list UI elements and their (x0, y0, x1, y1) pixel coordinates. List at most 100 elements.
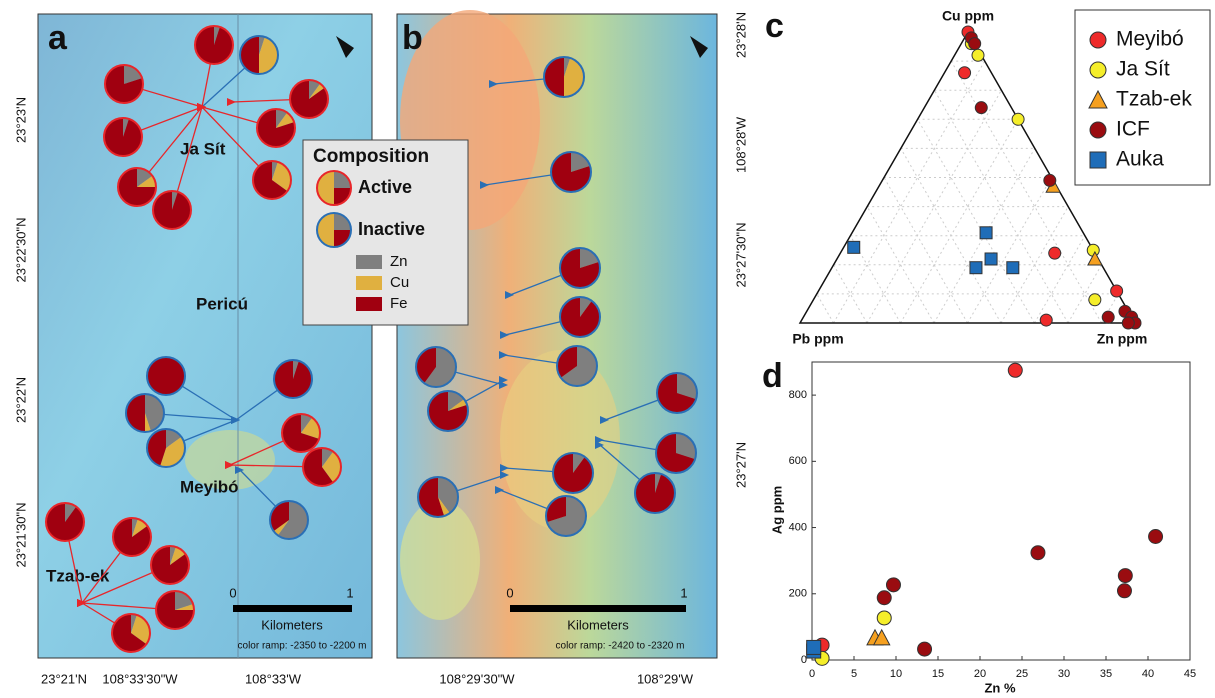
coordinate-label: 23°22'N (13, 377, 28, 423)
marker (980, 227, 992, 239)
scale-end: 1 (346, 585, 353, 600)
marker (1007, 262, 1019, 274)
legend-label: Tzab-ek (1116, 88, 1192, 111)
coordinate-label: 108°33'W (245, 671, 302, 686)
y-tick-label: 400 (789, 521, 807, 533)
marker (1122, 317, 1134, 329)
ternary-grid-line (968, 178, 1052, 324)
ternary-grid-line (901, 119, 1019, 323)
panel-label: c (765, 7, 784, 45)
legend-label: Fe (390, 295, 408, 312)
x-tick-label: 0 (809, 668, 815, 680)
ternary-apex-label: Zn ppm (1097, 331, 1148, 347)
marker (877, 611, 891, 625)
legend-label: Auka (1116, 148, 1164, 171)
scale-bar (233, 605, 352, 612)
coordinate-label: 108°29'30"W (439, 671, 515, 686)
coordinate-label: 108°29'W (637, 671, 694, 686)
x-axis-label: Zn % (984, 680, 1015, 695)
marker (886, 578, 900, 592)
map-legend-inactive: Inactive (358, 219, 425, 239)
coordinate-label: 108°33'30"W (102, 671, 178, 686)
x-tick-label: 20 (974, 668, 986, 680)
marker (1118, 569, 1132, 583)
coordinate-label: 23°23'N (13, 97, 28, 143)
marker (1044, 174, 1056, 186)
legend-label: Meyibó (1116, 28, 1184, 51)
marker (969, 38, 981, 50)
legend-swatch (356, 255, 382, 269)
site-label: Pericú (196, 294, 248, 313)
marker (1111, 285, 1123, 297)
legend-label: Cu (390, 274, 409, 291)
y-tick-label: 800 (789, 389, 807, 401)
color-ramp: color ramp: -2420 to -2320 m (556, 641, 685, 652)
marker (970, 262, 982, 274)
marker (877, 591, 891, 605)
coordinate-label: 23°27'N (733, 442, 748, 488)
y-tick-label: 600 (789, 455, 807, 467)
color-ramp: color ramp: -2350 to -2200 m (238, 641, 367, 652)
ternary-grid-line (918, 119, 1035, 323)
x-tick-label: 35 (1100, 668, 1112, 680)
coordinate-label: 23°21'30"N (13, 502, 28, 567)
legend-label: ICF (1116, 118, 1150, 141)
y-tick-label: 0 (801, 654, 807, 666)
x-tick-label: 10 (890, 668, 902, 680)
marker (1090, 152, 1106, 168)
coordinate-label: 23°22'30"N (13, 217, 28, 282)
ternary-grid-line (817, 294, 834, 323)
coordinate-label: 23°21'N (41, 671, 87, 686)
scale-start: 0 (506, 585, 513, 600)
marker (959, 67, 971, 79)
scale-bar (510, 605, 686, 612)
ternary-apex-label: Pb ppm (792, 331, 843, 347)
ternary-grid-line (1035, 236, 1085, 323)
marker (975, 102, 987, 114)
y-axis-label: Ag ppm (769, 486, 784, 534)
ternary-grid-line (834, 61, 985, 323)
marker (985, 253, 997, 265)
terrain (400, 500, 480, 620)
coordinate-label: 23°27'30"N (733, 222, 748, 287)
marker (1090, 32, 1106, 48)
marker (1102, 311, 1114, 323)
marker (848, 241, 860, 253)
site-label: Ja Sít (180, 139, 226, 158)
marker (1008, 363, 1022, 377)
ternary-apex-label: Cu ppm (942, 8, 994, 24)
x-tick-label: 25 (1016, 668, 1028, 680)
marker (1149, 529, 1163, 543)
marker (1090, 62, 1106, 78)
plot-area (812, 362, 1190, 660)
x-tick-label: 15 (932, 668, 944, 680)
legend-swatch (356, 297, 382, 311)
map-legend-active: Active (358, 177, 412, 197)
coordinate-label: 108°28'W (733, 116, 748, 173)
marker (972, 49, 984, 61)
scale-start: 0 (229, 585, 236, 600)
scale-unit: Kilometers (567, 617, 629, 632)
marker (807, 640, 821, 654)
x-tick-label: 30 (1058, 668, 1070, 680)
ternary-grid-line (884, 178, 968, 324)
marker (1049, 247, 1061, 259)
marker (1117, 584, 1131, 598)
scale-end: 1 (680, 585, 687, 600)
marker (1012, 113, 1024, 125)
marker (918, 642, 932, 656)
site-label: Meyibó (180, 477, 239, 496)
marker (1090, 122, 1106, 138)
coordinate-label: 23°28'N (733, 12, 748, 58)
scale-unit: Kilometers (261, 617, 323, 632)
marker (1031, 546, 1045, 560)
y-tick-label: 200 (789, 588, 807, 600)
figure: a b c d Composition Active Inactive Ja S… (0, 0, 1215, 698)
legend-label: Zn (390, 253, 408, 270)
legend-label: Ja Sít (1116, 58, 1170, 81)
x-tick-label: 45 (1184, 668, 1196, 680)
marker (1089, 294, 1101, 306)
panel-label: a (48, 19, 68, 57)
panel-label: b (402, 19, 423, 57)
x-tick-label: 5 (851, 668, 857, 680)
